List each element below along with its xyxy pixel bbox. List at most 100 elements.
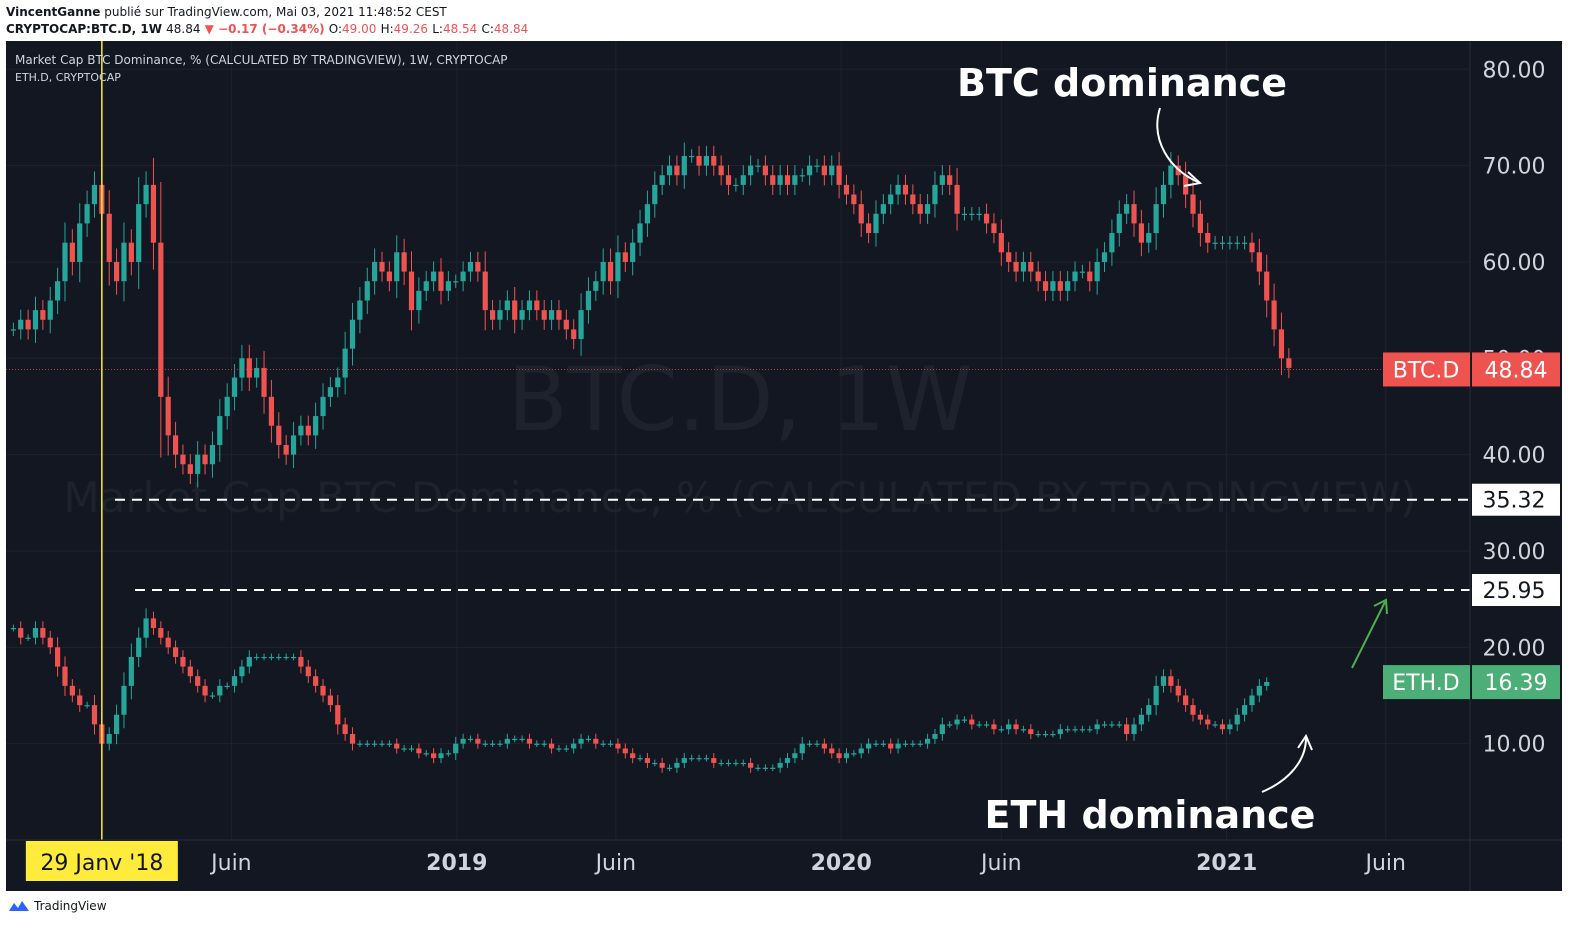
candle-body xyxy=(711,758,717,763)
annotation-btc: BTC dominance xyxy=(957,61,1287,105)
symbol-badge-label: BTC.D xyxy=(1393,358,1460,383)
candle-body xyxy=(1109,724,1115,726)
high-label: H: xyxy=(380,22,394,36)
candle-body xyxy=(209,445,216,465)
candle-body xyxy=(1278,329,1285,359)
last-price-badge xyxy=(1472,352,1560,387)
candle-body xyxy=(1013,261,1019,272)
candle-body xyxy=(327,695,333,706)
candle-body xyxy=(475,738,481,744)
candle-body xyxy=(84,705,90,707)
candle-body xyxy=(489,743,496,745)
candle-body xyxy=(1160,676,1167,686)
price-tick-label: 20.00 xyxy=(1483,636,1546,661)
level-badge xyxy=(1472,483,1560,516)
symbol-label: CRYPTOCAP:BTC.D, 1W xyxy=(6,22,162,36)
candle-body xyxy=(1042,734,1049,736)
candle-body xyxy=(659,762,665,768)
candle-body xyxy=(504,738,510,744)
candle-body xyxy=(187,666,193,677)
symbol-badge-label: ETH.D xyxy=(1392,671,1459,696)
candle-body xyxy=(416,290,422,311)
candle-body xyxy=(497,310,503,320)
candle-body xyxy=(1131,204,1137,224)
candle-body xyxy=(47,300,53,320)
arrow-btc-icon xyxy=(1156,107,1199,183)
candle-body xyxy=(725,762,732,765)
candle-body xyxy=(585,290,592,311)
candle-body xyxy=(829,748,835,754)
open-value: 49.00 xyxy=(342,22,377,36)
candle-body xyxy=(128,242,134,262)
candle-body xyxy=(445,281,451,291)
candle-body xyxy=(1057,729,1063,735)
candle-body xyxy=(10,628,16,630)
candle-body xyxy=(1116,724,1122,726)
candle-body xyxy=(851,753,857,755)
candle-body xyxy=(733,184,739,187)
candle-body xyxy=(696,758,702,760)
candle-body xyxy=(55,647,61,667)
candle-body xyxy=(195,676,201,686)
candle-body xyxy=(423,281,429,291)
candle-body xyxy=(932,184,938,205)
candle-body xyxy=(991,724,997,730)
last-price-label: 16.39 xyxy=(1485,671,1548,696)
candle-body xyxy=(180,454,186,465)
candle-body xyxy=(84,204,90,224)
price-tick-label: 80.00 xyxy=(1483,58,1546,83)
symbol-badge xyxy=(1383,665,1470,700)
candle-body xyxy=(224,396,230,417)
candle-body xyxy=(755,767,761,769)
candle-body xyxy=(534,300,540,311)
candle-body xyxy=(1190,194,1196,214)
candle-body xyxy=(1205,719,1211,725)
candle-body xyxy=(1020,261,1027,272)
candle-body xyxy=(158,242,164,397)
candle-body xyxy=(1234,242,1240,244)
candle-body xyxy=(681,155,687,176)
candle-body xyxy=(298,425,304,436)
candle-body xyxy=(998,233,1004,253)
candle-body xyxy=(954,184,960,214)
candle-body xyxy=(25,319,31,330)
candle-body xyxy=(843,184,850,195)
candle-body xyxy=(666,767,673,769)
legend-eth[interactable]: ETH.D, CRYPTOCAP xyxy=(15,71,121,84)
candle-body xyxy=(335,377,341,388)
candle-body xyxy=(1197,714,1203,720)
candle-body xyxy=(136,204,142,262)
candle-body xyxy=(40,628,46,638)
candle-body xyxy=(136,637,142,657)
candle-body xyxy=(364,743,370,745)
candle-body xyxy=(615,743,621,749)
arrowhead-up-icon xyxy=(1373,598,1388,615)
candle-body xyxy=(807,165,813,176)
candle-body xyxy=(320,396,326,417)
candle-body xyxy=(379,261,385,272)
time-tick-label: Juin xyxy=(979,851,1022,876)
candle-body xyxy=(239,358,245,378)
candle-body xyxy=(571,743,577,749)
candle-body xyxy=(792,175,798,185)
time-tick-label: 2019 xyxy=(426,851,487,876)
candle-body xyxy=(1124,204,1130,214)
arrow-eth-icon xyxy=(1261,737,1307,793)
candle-body xyxy=(290,435,297,455)
candle-body xyxy=(666,165,673,176)
series-layer xyxy=(6,41,1470,840)
legend-btc[interactable]: Market Cap BTC Dominance, % (CALCULATED … xyxy=(15,53,508,67)
watermark-description: Market Cap BTC Dominance, % (CALCULATED … xyxy=(63,473,1416,522)
candle-body xyxy=(276,425,282,445)
candle-body xyxy=(1168,676,1174,686)
candle-body xyxy=(1160,184,1167,205)
candle-body xyxy=(1212,242,1218,244)
candle-body xyxy=(1079,729,1086,731)
last-price-label: 48.84 xyxy=(1485,358,1548,383)
candle-body xyxy=(460,271,466,282)
candle-body xyxy=(866,223,872,234)
candle-body xyxy=(18,319,24,330)
candle-body xyxy=(792,753,798,759)
candle-body xyxy=(600,261,606,282)
